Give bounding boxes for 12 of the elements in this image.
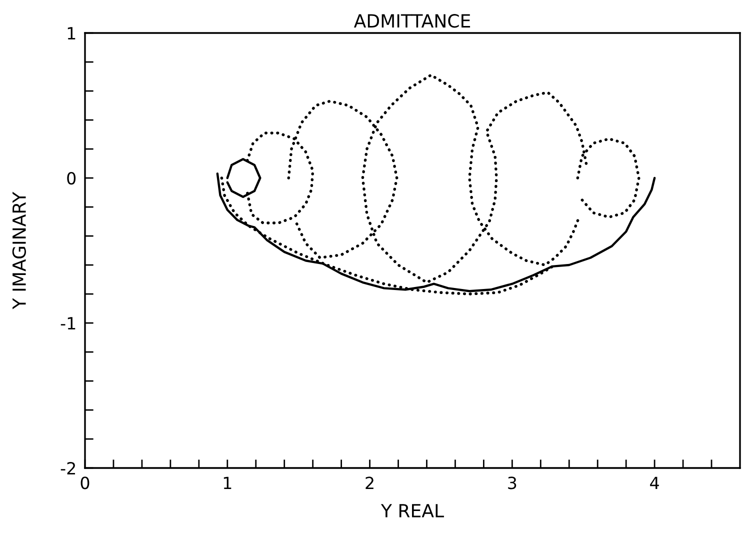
chart-title: ADMITTANCE xyxy=(354,14,470,28)
y-tick-label: -2 xyxy=(60,462,75,474)
x-tick-label: 3 xyxy=(508,476,516,490)
x-axis-title: Y REAL xyxy=(380,504,444,518)
y-tick-label: 0 xyxy=(67,172,76,185)
y-tick-label: 1 xyxy=(68,27,76,40)
y-axis-title: Y IMAGINARY xyxy=(12,192,26,310)
x-tick-label: 0 xyxy=(80,476,90,490)
y-tick-label: -1 xyxy=(60,317,76,330)
x-tick-label: 4 xyxy=(650,476,659,489)
x-tick-label: 2 xyxy=(366,476,374,489)
x-tick-label: 1 xyxy=(224,476,232,489)
